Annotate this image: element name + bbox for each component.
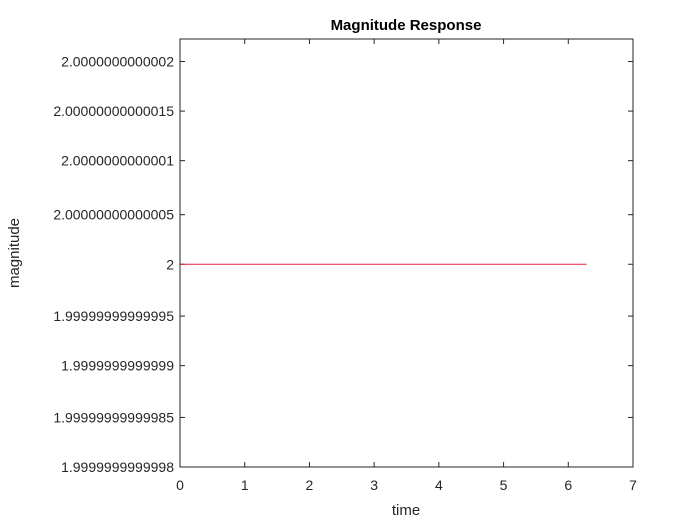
- y-tick-label: 2.00000000000005: [53, 207, 174, 223]
- x-tick-label: 3: [370, 477, 378, 493]
- y-tick-label: 2: [166, 256, 174, 272]
- ticks-layer: 0 1 2 3 4 5 6 7 1.9999999999998 1.99999999999985 1…: [53, 39, 637, 493]
- y-tick-label: 2.0000000000002: [61, 54, 174, 70]
- x-tick-label: 0: [176, 477, 184, 493]
- x-tick-label: 4: [435, 477, 443, 493]
- plot-area-frame: [179, 38, 634, 468]
- plot-area-background: [180, 39, 633, 467]
- y-tick-label: 2.00000000000015: [53, 103, 174, 119]
- x-tick-label: 2: [306, 477, 314, 493]
- x-tick-label: 5: [500, 477, 508, 493]
- x-tick-label: 6: [564, 477, 572, 493]
- y-tick-label: 1.99999999999985: [53, 409, 174, 425]
- y-tick-label: 1.9999999999999: [61, 358, 174, 374]
- y-axis-label: magnitude: [6, 218, 23, 288]
- x-tick-label: 1: [241, 477, 249, 493]
- y-tick-label: 2.0000000000001: [61, 153, 174, 169]
- chart-title: Magnitude Response: [331, 17, 482, 34]
- y-tick-label: 1.99999999999995: [53, 308, 174, 324]
- x-axis-label: time: [392, 502, 420, 519]
- x-tick-label: 7: [629, 477, 637, 493]
- y-tick-label: 1.9999999999998: [61, 459, 174, 475]
